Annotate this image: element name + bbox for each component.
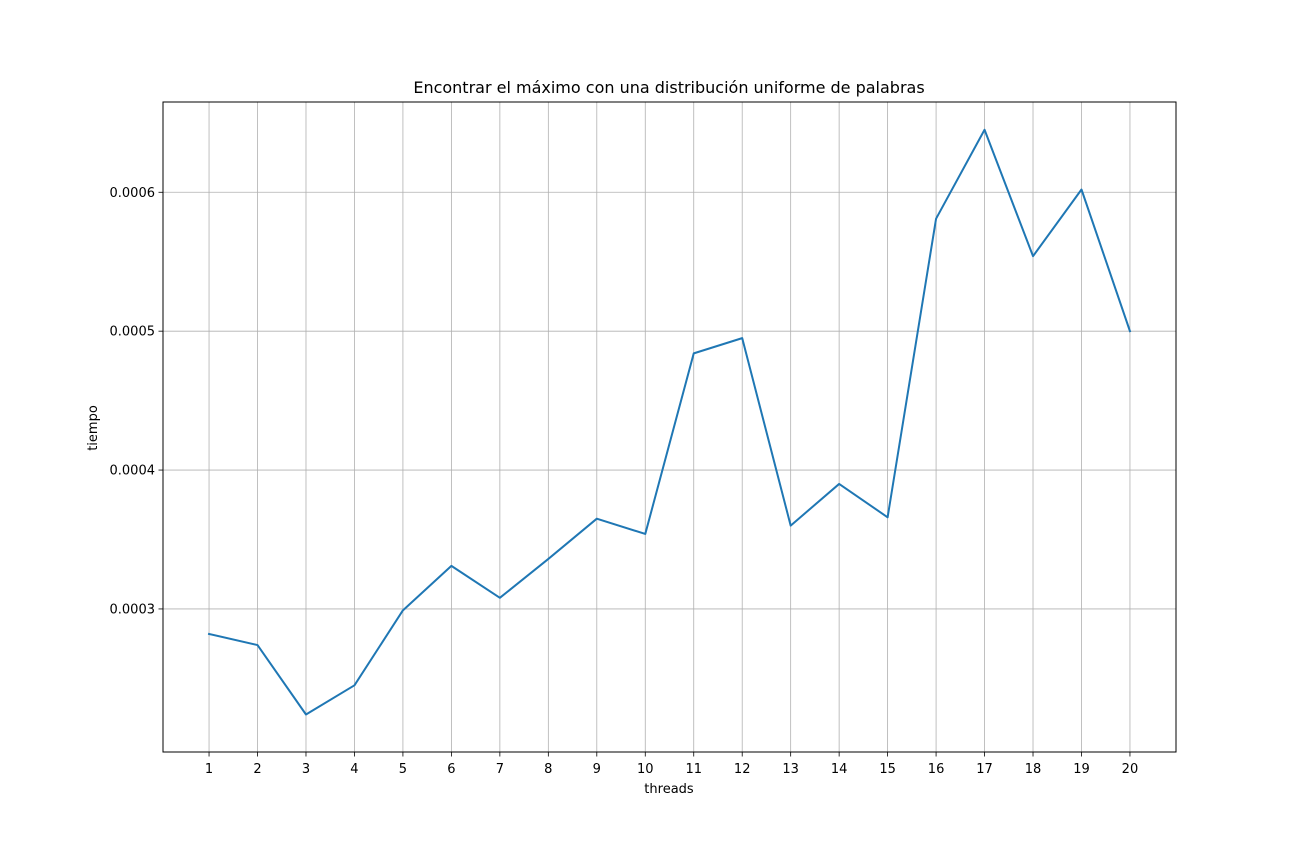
y-tick-label: 0.0005	[110, 325, 156, 340]
data-point	[596, 518, 598, 520]
x-tick-label: 2	[253, 762, 261, 777]
data-point	[741, 337, 743, 339]
x-axis-ticks: 1 2 3 4 5 6 7 8 9 10 11 12 13 14 15 16 17 18 19 20	[205, 752, 1138, 777]
plot-frame	[162, 101, 1177, 753]
x-tick-label: 20	[1122, 762, 1139, 777]
data-point	[208, 633, 210, 635]
series-line	[207, 128, 1132, 716]
data-point	[1129, 330, 1131, 332]
data-point	[838, 483, 840, 485]
x-tick-label: 4	[350, 762, 358, 777]
x-tick-label: 8	[544, 762, 552, 777]
x-tick-label: 7	[496, 762, 504, 777]
x-tick-label: 5	[399, 762, 407, 777]
y-axis-label: tiempo	[86, 405, 101, 451]
data-point	[935, 218, 937, 220]
data-point	[693, 352, 695, 354]
y-tick-label: 0.0006	[110, 186, 156, 201]
x-tick-label: 17	[976, 762, 993, 777]
x-tick-label: 19	[1073, 762, 1090, 777]
y-axis-ticks: 0.0003 0.0004 0.0005 0.0006	[110, 186, 163, 617]
data-point	[353, 684, 355, 686]
data-point	[644, 533, 646, 535]
data-point	[790, 525, 792, 527]
data-point	[450, 565, 452, 567]
series-layer	[207, 128, 1132, 716]
x-tick-label: 16	[928, 762, 945, 777]
x-tick-label: 18	[1025, 762, 1042, 777]
data-point	[1032, 255, 1034, 257]
data-point	[984, 129, 986, 131]
data-point	[402, 609, 404, 611]
data-point	[887, 516, 889, 518]
x-tick-label: 13	[782, 762, 799, 777]
x-tick-label: 6	[447, 762, 455, 777]
x-tick-label: 9	[593, 762, 601, 777]
chart-title: Encontrar el máximo con una distribución…	[413, 78, 924, 97]
x-axis-label: threads	[644, 782, 694, 797]
x-tick-label: 3	[302, 762, 310, 777]
grid-lines	[163, 102, 1176, 752]
x-tick-label: 12	[734, 762, 751, 777]
data-point	[547, 558, 549, 560]
data-point	[257, 644, 259, 646]
x-tick-label: 10	[637, 762, 654, 777]
data-point	[499, 597, 501, 599]
y-tick-label: 0.0003	[110, 602, 156, 617]
x-tick-label: 1	[205, 762, 213, 777]
y-tick-label: 0.0004	[110, 464, 156, 479]
x-tick-label: 15	[879, 762, 896, 777]
x-tick-label: 11	[685, 762, 702, 777]
x-tick-label: 14	[831, 762, 848, 777]
data-point	[1080, 189, 1082, 191]
data-point	[305, 714, 307, 716]
